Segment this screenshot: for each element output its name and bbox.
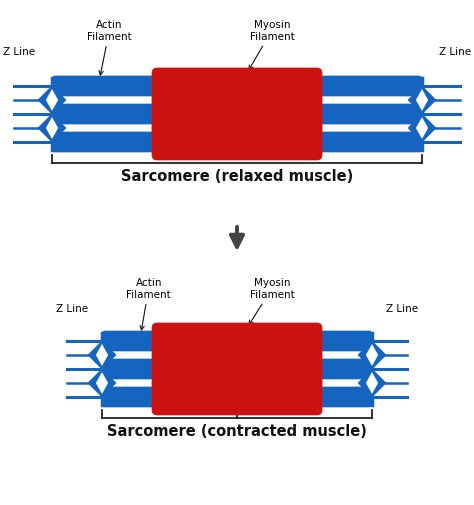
FancyBboxPatch shape <box>52 77 186 97</box>
Polygon shape <box>88 369 116 397</box>
Polygon shape <box>96 373 108 394</box>
FancyBboxPatch shape <box>102 359 211 379</box>
Polygon shape <box>408 87 436 115</box>
FancyBboxPatch shape <box>263 359 372 379</box>
Polygon shape <box>96 345 108 366</box>
Polygon shape <box>408 115 436 143</box>
FancyBboxPatch shape <box>263 331 372 351</box>
FancyBboxPatch shape <box>263 387 372 407</box>
Text: Myosin
Filament: Myosin Filament <box>249 20 294 70</box>
Polygon shape <box>358 369 386 397</box>
FancyBboxPatch shape <box>152 125 322 161</box>
FancyBboxPatch shape <box>52 133 186 153</box>
Polygon shape <box>416 118 428 139</box>
FancyBboxPatch shape <box>152 379 322 415</box>
FancyBboxPatch shape <box>152 323 322 359</box>
Text: Z Line: Z Line <box>386 304 418 314</box>
Polygon shape <box>46 118 58 139</box>
Text: Z Line: Z Line <box>3 47 35 57</box>
Text: Sarcomere (contracted muscle): Sarcomere (contracted muscle) <box>107 423 367 438</box>
FancyBboxPatch shape <box>102 331 211 351</box>
FancyBboxPatch shape <box>288 133 422 153</box>
Polygon shape <box>38 87 66 115</box>
Text: Sarcomere (relaxed muscle): Sarcomere (relaxed muscle) <box>121 169 353 184</box>
Polygon shape <box>88 341 116 369</box>
Text: Actin
Filament: Actin Filament <box>127 278 171 330</box>
Polygon shape <box>358 341 386 369</box>
FancyBboxPatch shape <box>152 351 322 387</box>
Polygon shape <box>416 90 428 111</box>
Polygon shape <box>366 373 378 394</box>
Polygon shape <box>46 90 58 111</box>
Polygon shape <box>38 115 66 143</box>
FancyBboxPatch shape <box>288 105 422 125</box>
Text: Actin
Filament: Actin Filament <box>87 20 132 76</box>
Text: Z Line: Z Line <box>56 304 88 314</box>
FancyBboxPatch shape <box>52 105 186 125</box>
Text: Z Line: Z Line <box>439 47 471 57</box>
FancyBboxPatch shape <box>288 77 422 97</box>
FancyBboxPatch shape <box>102 387 211 407</box>
Text: Myosin
Filament: Myosin Filament <box>249 278 294 325</box>
FancyBboxPatch shape <box>152 69 322 105</box>
Polygon shape <box>366 345 378 366</box>
FancyBboxPatch shape <box>152 97 322 133</box>
